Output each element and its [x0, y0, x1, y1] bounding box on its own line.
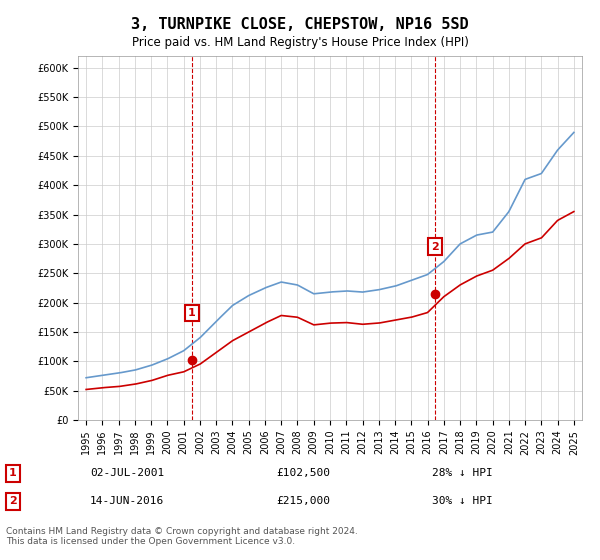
Text: 3, TURNPIKE CLOSE, CHEPSTOW, NP16 5SD: 3, TURNPIKE CLOSE, CHEPSTOW, NP16 5SD	[131, 17, 469, 32]
Text: 2: 2	[431, 242, 439, 252]
Text: 2: 2	[9, 496, 17, 506]
Text: Contains HM Land Registry data © Crown copyright and database right 2024.
This d: Contains HM Land Registry data © Crown c…	[6, 526, 358, 546]
Text: 14-JUN-2016: 14-JUN-2016	[90, 496, 164, 506]
Text: 02-JUL-2001: 02-JUL-2001	[90, 468, 164, 478]
Text: 30% ↓ HPI: 30% ↓ HPI	[432, 496, 493, 506]
Text: £215,000: £215,000	[276, 496, 330, 506]
Text: 28% ↓ HPI: 28% ↓ HPI	[432, 468, 493, 478]
Text: 1: 1	[9, 468, 17, 478]
Text: £102,500: £102,500	[276, 468, 330, 478]
Text: 1: 1	[188, 308, 196, 318]
Text: Price paid vs. HM Land Registry's House Price Index (HPI): Price paid vs. HM Land Registry's House …	[131, 36, 469, 49]
